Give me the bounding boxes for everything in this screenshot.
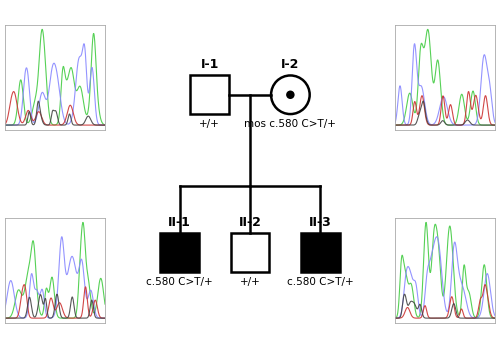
Text: +/+: +/+ bbox=[200, 119, 220, 129]
Circle shape bbox=[271, 75, 310, 114]
Bar bbox=[190, 75, 229, 114]
Circle shape bbox=[286, 91, 294, 99]
Text: c.580 C>T/+: c.580 C>T/+ bbox=[287, 277, 354, 287]
Text: II-1: II-1 bbox=[168, 216, 191, 229]
Text: mos c.580 C>T/+: mos c.580 C>T/+ bbox=[244, 119, 336, 129]
Text: c.580 C>T/+: c.580 C>T/+ bbox=[146, 277, 213, 287]
Bar bbox=[160, 233, 199, 272]
Text: +/+: +/+ bbox=[240, 277, 260, 287]
Text: I-1: I-1 bbox=[200, 58, 219, 71]
Bar bbox=[301, 233, 340, 272]
Text: II-3: II-3 bbox=[309, 216, 332, 229]
Text: II-2: II-2 bbox=[238, 216, 262, 229]
Text: I-2: I-2 bbox=[281, 58, 299, 71]
Bar bbox=[230, 233, 270, 272]
